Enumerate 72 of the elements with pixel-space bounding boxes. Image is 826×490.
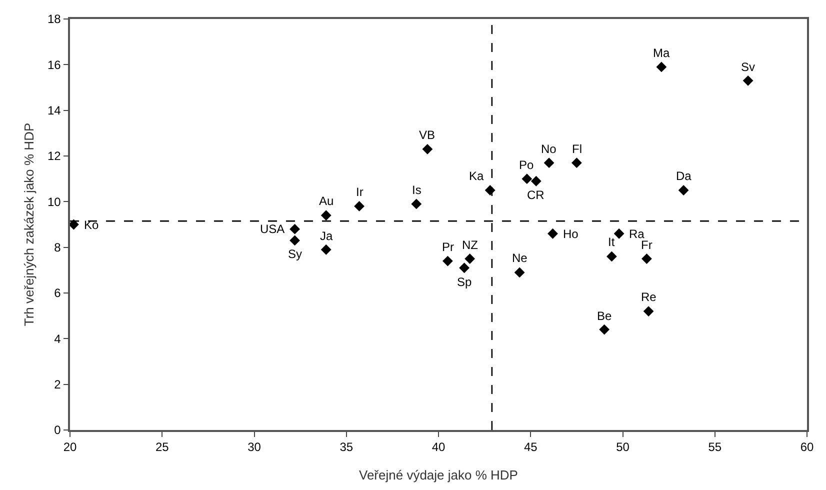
x-tick-label: 25 xyxy=(155,440,170,454)
annotation: USA xyxy=(260,222,285,236)
point xyxy=(599,324,610,335)
point xyxy=(642,254,652,264)
annotation: Fr xyxy=(641,238,652,252)
annotation: Sp xyxy=(457,275,472,289)
point xyxy=(643,306,654,316)
annotation: VB xyxy=(419,128,436,142)
point xyxy=(459,262,470,274)
point xyxy=(320,210,332,221)
x-axis-title: Veřejné výdaje jako % HDP xyxy=(359,468,518,482)
y-tick-label: 16 xyxy=(47,58,62,72)
point xyxy=(678,185,689,196)
annotation: Pr xyxy=(442,240,454,254)
annotation: Re xyxy=(641,290,657,304)
point xyxy=(442,256,453,266)
point xyxy=(571,158,582,168)
y-tick-label: 8 xyxy=(54,240,62,255)
annotation: Ko xyxy=(84,218,100,232)
x-tick-label: 30 xyxy=(248,440,262,454)
annotation: Ja xyxy=(320,229,333,243)
annotation: Au xyxy=(319,194,334,208)
annotation: No xyxy=(541,142,557,156)
y-tick-label: 12 xyxy=(47,149,62,164)
annotation: Is xyxy=(412,183,422,197)
x-tick-label: 45 xyxy=(524,440,538,454)
point xyxy=(514,267,525,278)
point xyxy=(411,198,422,210)
point xyxy=(464,254,476,264)
x-tick-label: 40 xyxy=(432,440,446,454)
point xyxy=(422,144,433,154)
annotation: Sy xyxy=(288,247,302,261)
annotation: Ma xyxy=(653,46,670,60)
point xyxy=(354,201,364,212)
point xyxy=(530,176,542,186)
point xyxy=(606,251,617,262)
point xyxy=(320,244,332,255)
point xyxy=(614,228,624,239)
annotation: NZ xyxy=(462,238,478,252)
x-tick-label: 35 xyxy=(340,440,354,454)
annotation: Ir xyxy=(356,185,364,199)
y-axis-title: Trh veřejných zakázek jako % HDP xyxy=(22,122,36,326)
annotation: Da xyxy=(676,169,692,183)
y-tick-label: 4 xyxy=(54,332,62,346)
point xyxy=(544,158,554,168)
point xyxy=(290,224,300,234)
y-tick-label: 10 xyxy=(47,194,62,209)
annotation: Ra xyxy=(629,227,645,241)
annotation: Ho xyxy=(563,227,579,241)
y-tick-label: 18 xyxy=(47,12,62,26)
x-tick-label: 50 xyxy=(616,440,630,454)
point xyxy=(656,62,667,72)
annotation: Po xyxy=(519,158,534,172)
x-tick-label: 60 xyxy=(800,440,814,454)
point xyxy=(742,75,754,86)
y-tick-label: 0 xyxy=(54,423,62,438)
x-tick-label: 20 xyxy=(63,440,77,454)
annotation: Sv xyxy=(741,60,756,74)
y-tick-label: 6 xyxy=(54,286,62,300)
point xyxy=(522,174,532,184)
point xyxy=(548,228,558,239)
annotation: CR xyxy=(527,188,545,202)
annotation: It xyxy=(608,235,616,249)
annotation: Ka xyxy=(469,169,484,183)
y-tick-label: 14 xyxy=(47,104,62,118)
y-tick-label: 2 xyxy=(54,378,62,392)
x-tick-label: 55 xyxy=(708,440,722,454)
annotation: Be xyxy=(597,309,612,323)
point xyxy=(290,235,300,246)
annotation: Ne xyxy=(512,251,528,265)
annotation: Fl xyxy=(572,142,582,156)
point xyxy=(484,185,496,196)
